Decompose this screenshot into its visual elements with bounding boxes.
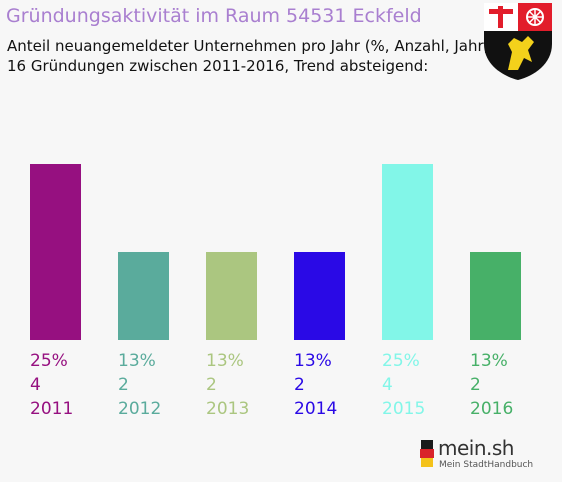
percent-label-2013: 13% (206, 351, 244, 371)
count-label-2012: 2 (118, 375, 129, 395)
count-label-2015: 4 (382, 375, 393, 395)
bar-2015 (382, 164, 433, 340)
brand-tagline: Mein StadtHandbuch (439, 460, 534, 470)
year-label-2012: 2012 (118, 399, 161, 419)
bar-2012 (118, 252, 169, 340)
count-label-2013: 2 (206, 375, 217, 395)
year-label-2013: 2013 (206, 399, 249, 419)
chart-title: Gründungsaktivität im Raum 54531 Eckfeld (6, 5, 422, 27)
percent-label-2015: 25% (382, 351, 420, 371)
count-label-2011: 4 (30, 375, 41, 395)
bar-2013 (206, 252, 257, 340)
bar-2014 (294, 252, 345, 340)
percent-label-2016: 13% (470, 351, 508, 371)
brand-logo: mein.sh Mein StadtHandbuch (414, 432, 533, 476)
percent-label-2011: 25% (30, 351, 68, 371)
count-label-2016: 2 (470, 375, 481, 395)
year-label-2015: 2015 (382, 399, 425, 419)
coat-of-arms-icon (484, 3, 552, 80)
chart-summary: 16 Gründungen zwischen 2011-2016, Trend … (7, 57, 429, 75)
chart-subtitle: Anteil neuangemeldeter Unternehmen pro J… (7, 37, 490, 55)
year-label-2016: 2016 (470, 399, 513, 419)
year-label-2011: 2011 (30, 399, 73, 419)
percent-label-2014: 13% (294, 351, 332, 371)
brand-name: mein.sh (438, 436, 514, 460)
germany-map-icon (420, 440, 434, 467)
percent-label-2012: 13% (118, 351, 156, 371)
year-label-2014: 2014 (294, 399, 337, 419)
bar-2011 (30, 164, 81, 340)
bar-2016 (470, 252, 521, 340)
count-label-2014: 2 (294, 375, 305, 395)
